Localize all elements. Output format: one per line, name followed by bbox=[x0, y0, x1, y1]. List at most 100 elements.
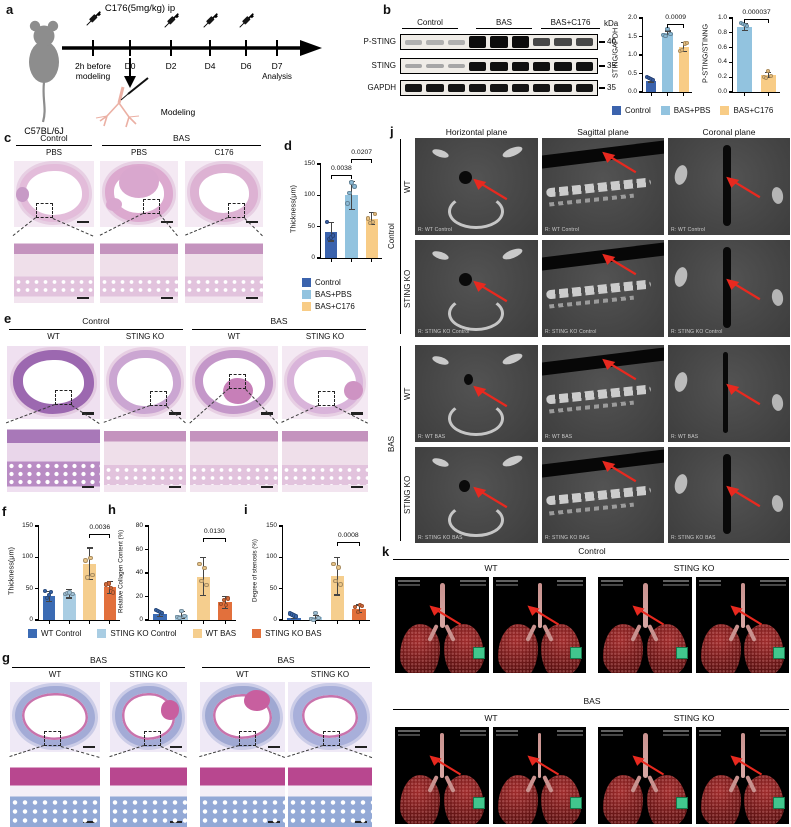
y-tick-label: 0.0 bbox=[627, 88, 637, 95]
y-tick bbox=[145, 619, 149, 621]
ct-coronal-stingko-bas: R: STING KO BAS bbox=[668, 447, 790, 543]
x-tick bbox=[330, 259, 332, 262]
data-point bbox=[668, 31, 673, 36]
bar bbox=[646, 80, 657, 92]
orientation-cube bbox=[570, 797, 583, 810]
recon-control-wt-1 bbox=[395, 577, 489, 673]
y-tick bbox=[729, 76, 733, 78]
error-cap bbox=[312, 615, 319, 617]
bar bbox=[218, 602, 232, 620]
ct-corner-label: R: WT Control bbox=[545, 227, 580, 233]
histology-wt-bas bbox=[190, 346, 278, 419]
plane-header: Sagittal plane bbox=[577, 127, 629, 137]
granulation-mass bbox=[106, 197, 122, 212]
bar bbox=[737, 26, 753, 92]
red-arrow-icon bbox=[629, 752, 667, 778]
trachea-3d bbox=[643, 732, 648, 779]
data-point bbox=[103, 582, 109, 587]
y-tick-label: 0.0 bbox=[717, 88, 727, 95]
trachea-ring bbox=[189, 164, 259, 223]
airway-slit bbox=[722, 246, 731, 329]
error-cap bbox=[106, 580, 113, 582]
y-tick bbox=[639, 91, 643, 93]
zoom-region-box bbox=[142, 199, 160, 215]
x-tick bbox=[202, 621, 204, 624]
bar bbox=[153, 614, 167, 620]
y-tick bbox=[639, 17, 643, 19]
trachea-3d bbox=[440, 582, 445, 628]
legend-label: BAS+PBS bbox=[315, 290, 352, 299]
legend-b: Control BAS+PBS BAS+C176 bbox=[612, 106, 773, 115]
legend-label: WT BAS bbox=[205, 629, 237, 638]
orientation-cube bbox=[676, 797, 689, 810]
x-tick bbox=[683, 93, 685, 96]
ct-corner-label: R: STING KO Control bbox=[418, 329, 470, 335]
bar bbox=[103, 587, 117, 620]
tick-label-d4: D4 bbox=[205, 61, 216, 71]
x-tick bbox=[109, 621, 111, 624]
data-point bbox=[324, 220, 330, 225]
bar bbox=[365, 218, 379, 258]
scale-bar bbox=[246, 220, 259, 224]
scale-bar bbox=[77, 220, 90, 224]
scale-bar bbox=[260, 412, 273, 415]
ct-coronal-wt-bas: R: WT BAS bbox=[668, 345, 790, 442]
granulation-mass bbox=[343, 381, 363, 400]
bar bbox=[662, 32, 673, 92]
blot-row-label: GAPDH bbox=[367, 83, 396, 92]
y-tick-label: 20 bbox=[135, 592, 143, 600]
trachea-ring bbox=[12, 349, 95, 414]
kda-marker: 35 bbox=[607, 83, 616, 92]
row-label: WT bbox=[403, 387, 412, 400]
airway-lumen bbox=[459, 272, 473, 286]
data-point bbox=[221, 597, 227, 602]
error-bar bbox=[767, 72, 769, 78]
ct-sagittal-wt-control: R: WT Control bbox=[542, 138, 664, 235]
column-label: PBS bbox=[130, 148, 147, 157]
error-cap bbox=[328, 240, 335, 242]
scale-bar bbox=[82, 485, 95, 488]
pvalue-bracket-stub bbox=[683, 23, 685, 28]
pvalue-bracket-stub bbox=[371, 159, 373, 163]
y-tick bbox=[639, 72, 643, 75]
data-point bbox=[179, 609, 184, 614]
chart-thickness-c176: Thickness(μm) 0 50 100 150 0.0038 0.0207 bbox=[286, 148, 392, 272]
legend-chip-bas-pbs bbox=[302, 290, 311, 299]
red-arrow-icon bbox=[426, 602, 464, 628]
red-arrow-icon bbox=[598, 250, 640, 278]
y-tick-label: 0 bbox=[29, 616, 33, 623]
y-tick-label: 0.5 bbox=[627, 69, 637, 77]
pvalue-bracket-stub bbox=[89, 533, 91, 538]
pvalue-bracket-stub bbox=[330, 175, 332, 180]
modeling-label: Modeling bbox=[161, 107, 196, 117]
pvalue-bracket bbox=[331, 175, 352, 177]
syringe-icon bbox=[202, 12, 219, 29]
recon-control-wt-2 bbox=[493, 577, 586, 673]
data-point bbox=[218, 601, 224, 606]
x-tick bbox=[315, 621, 317, 624]
data-point bbox=[365, 216, 371, 221]
airway-lumen bbox=[459, 170, 473, 184]
tissue-fold bbox=[16, 187, 30, 202]
blot-group-header: BAS+C176 bbox=[541, 18, 600, 29]
red-arrow-icon bbox=[469, 483, 511, 511]
pvalue-bracket-stub bbox=[744, 18, 746, 23]
data-point bbox=[352, 184, 357, 189]
histology-stingko-control bbox=[104, 346, 186, 419]
histology-control-pbs bbox=[14, 161, 94, 227]
plane-header: Coronal plane bbox=[702, 127, 756, 137]
legend-label: BAS+PBS bbox=[673, 106, 711, 115]
histology-wt-control bbox=[7, 346, 100, 419]
legend-chip-bas-pbs bbox=[660, 106, 670, 115]
recon-bas-wt-2 bbox=[493, 727, 586, 824]
ct-corner-label: R: WT BAS bbox=[418, 434, 446, 440]
error-cap bbox=[680, 50, 687, 52]
error-cap bbox=[334, 556, 341, 558]
red-arrow-icon bbox=[469, 382, 511, 410]
column-label: STING KO bbox=[673, 713, 715, 723]
data-point bbox=[684, 40, 690, 45]
y-tick bbox=[35, 588, 39, 590]
legend-label: Control bbox=[315, 278, 341, 287]
y-tick-label: 100 bbox=[266, 553, 277, 561]
scale-bar bbox=[246, 296, 259, 300]
